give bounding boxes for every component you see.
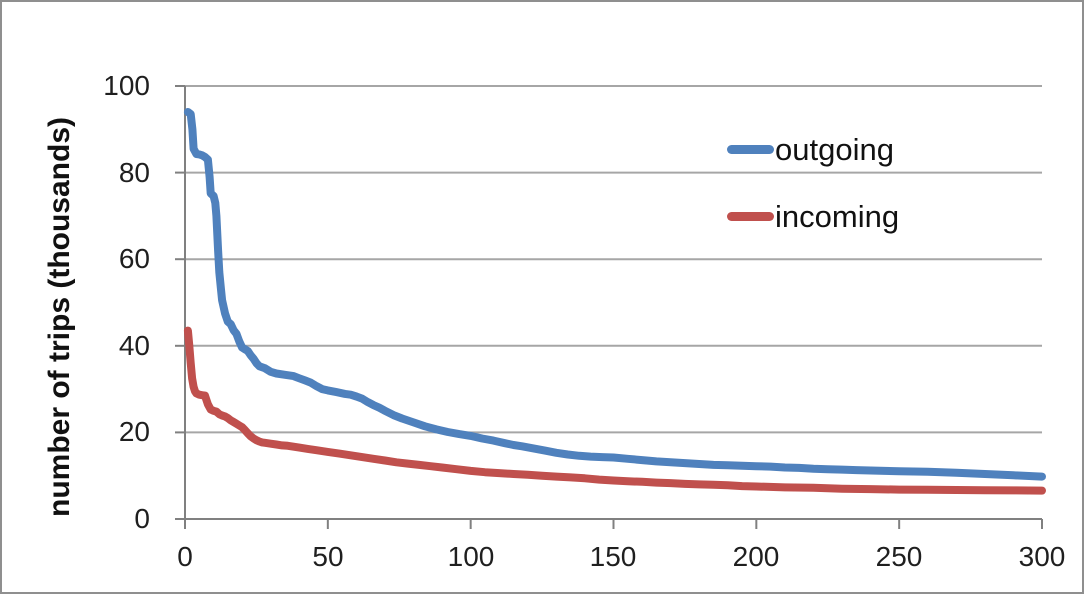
x-tick-label-50: 50	[312, 541, 344, 572]
x-tick-label-200: 200	[732, 541, 780, 572]
legend-label-outgoing: outgoing	[775, 132, 894, 167]
legend-line-swatch-outgoing	[727, 145, 774, 154]
legend-label-incoming: incoming	[775, 199, 900, 234]
x-tick-label-300: 300	[1018, 541, 1066, 572]
x-tick-label-100: 100	[447, 541, 495, 572]
x-tick-label-250: 250	[875, 541, 923, 572]
y-tick-label-80: 80	[118, 157, 150, 188]
x-tick-label-0: 0	[177, 541, 193, 572]
y-tick-label-0: 0	[134, 503, 150, 534]
y-tick-label-20: 20	[118, 416, 150, 447]
legend-line-swatch-incoming	[727, 212, 774, 221]
series-line-outgoing	[183, 108, 1046, 481]
y-tick-label-60: 60	[118, 243, 150, 274]
x-tick-label-150: 150	[589, 541, 637, 572]
series-line-incoming	[183, 326, 1046, 495]
y-tick-label-100: 100	[103, 70, 150, 101]
y-tick-label-40: 40	[118, 330, 150, 361]
